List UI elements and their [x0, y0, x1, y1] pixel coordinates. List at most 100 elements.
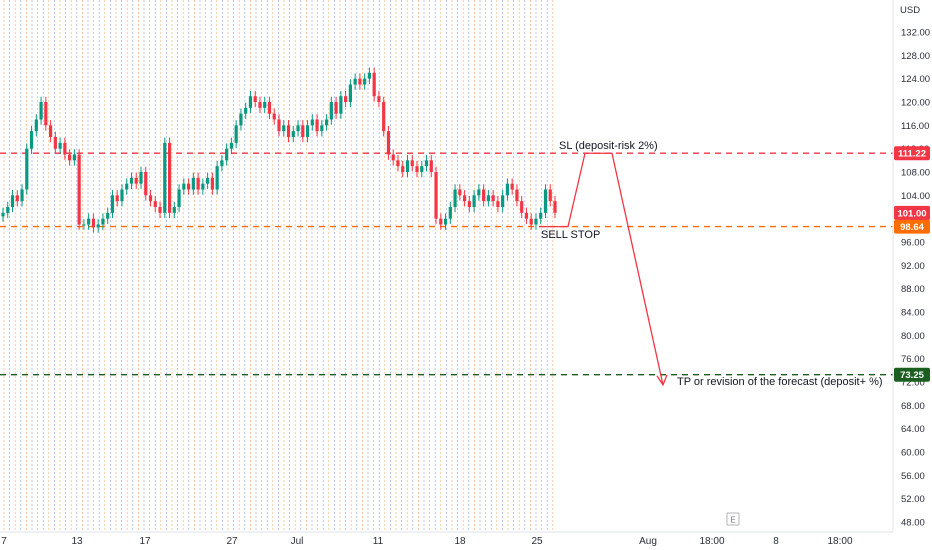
annotations: SL (deposit-risk 2%) SELL STOP TP or rev… [541, 140, 883, 388]
time-tick-label: 11 [373, 536, 384, 547]
sell-stop-badge-label: 98.64 [900, 222, 924, 233]
candle-body [177, 189, 181, 207]
price-tick-label: 92.00 [901, 261, 925, 272]
take-profit-badge [894, 367, 930, 382]
earnings-marker[interactable]: E [726, 512, 740, 526]
candle-body [329, 102, 333, 120]
candle-body [467, 201, 471, 207]
take-profit-badge-label: 73.25 [900, 370, 924, 381]
price-tick-label: 60.00 [901, 448, 925, 459]
stop-loss-badge [894, 146, 930, 161]
candle-body [305, 125, 310, 137]
price-tick-label: 56.00 [901, 471, 925, 482]
candle-body [520, 201, 524, 213]
candle-body [210, 177, 214, 190]
candle-body [68, 154, 72, 161]
candle-body [496, 201, 500, 207]
time-tick-label: Aug [639, 536, 657, 547]
candle-body [282, 125, 286, 132]
candle-body [553, 201, 557, 213]
price-tick-label: 80.00 [901, 331, 925, 342]
time-tick-label: 18:00 [699, 536, 724, 547]
candle-body [396, 160, 400, 167]
candle-body [191, 177, 195, 190]
candle-body [277, 119, 281, 132]
candle-body [324, 119, 329, 126]
candle-body [10, 195, 15, 207]
session-gridlines [3, 0, 554, 532]
time-tick-label: 7 [1, 536, 7, 547]
price-axis[interactable]: USD 48.0052.0056.0060.0064.0068.0072.007… [892, 0, 930, 532]
candle-body [220, 160, 224, 167]
candle-body [529, 218, 533, 225]
candle-body [543, 189, 548, 213]
candle-body [63, 142, 67, 155]
candle-body [263, 102, 267, 108]
time-tick-label: 27 [226, 536, 238, 547]
candle-body [72, 154, 76, 161]
candle-body [1, 212, 5, 217]
candle-body [201, 183, 205, 190]
candle-body [44, 102, 48, 126]
candle-body [286, 125, 291, 137]
candle-body [491, 195, 495, 202]
candle-body [505, 183, 510, 196]
candle-body [58, 142, 62, 149]
candle-body [39, 102, 43, 120]
candle-body [315, 119, 319, 132]
candle-body [539, 212, 543, 219]
candle-body [182, 183, 186, 190]
time-tick-label: 13 [71, 536, 83, 547]
candle-body [377, 96, 381, 102]
candle-body [272, 113, 276, 120]
stop-loss-badge-label: 111.22 [898, 149, 926, 160]
time-tick-label: Jul [291, 536, 304, 547]
price-tick-label: 84.00 [901, 308, 925, 319]
price-tick-label: 124.00 [901, 74, 930, 85]
candle-body [486, 195, 490, 202]
candle-body [367, 72, 372, 79]
candle-body [234, 125, 238, 143]
candle-body [358, 78, 362, 85]
candle-body [101, 218, 105, 225]
price-tick-label: 96.00 [901, 238, 925, 249]
price-tick-label: 116.00 [901, 121, 929, 132]
candle-body [472, 195, 476, 207]
candle-body [363, 78, 367, 85]
candle-body [348, 84, 352, 102]
candle-body [410, 160, 414, 167]
time-axis[interactable]: 7 13 17 27 Jul 11 18 25 Aug 18:00 8 18:00 [0, 531, 893, 547]
candle-body [77, 154, 81, 225]
time-tick-label: 17 [139, 536, 151, 547]
candle-body [120, 189, 124, 202]
candle-body [353, 78, 357, 85]
candle-body [339, 96, 343, 114]
candle-body [53, 137, 57, 149]
candle-body [420, 166, 424, 172]
price-tick-label: 128.00 [901, 51, 930, 62]
candle-body [296, 125, 300, 132]
candle-body [405, 160, 410, 172]
candle-body [82, 224, 86, 226]
candle-body [115, 195, 119, 202]
time-tick-label: 8 [773, 536, 779, 547]
candle-body [344, 96, 348, 102]
candle-body [15, 195, 19, 202]
candle-body [186, 183, 191, 190]
candle-body [253, 96, 257, 102]
candle-body [6, 207, 10, 213]
candle-body [424, 160, 429, 167]
candle-body [382, 102, 386, 132]
candle-body [239, 113, 243, 126]
candle-body [391, 154, 395, 161]
candle-body [548, 189, 552, 202]
candle-body [320, 125, 324, 132]
price-tick-label: 120.00 [901, 98, 930, 109]
svg-text:E: E [730, 516, 735, 525]
candle-body [415, 166, 419, 172]
candle-body [515, 189, 519, 202]
candle-body [139, 172, 143, 184]
price-tick-label: 88.00 [901, 284, 925, 295]
candle-body [510, 183, 514, 190]
